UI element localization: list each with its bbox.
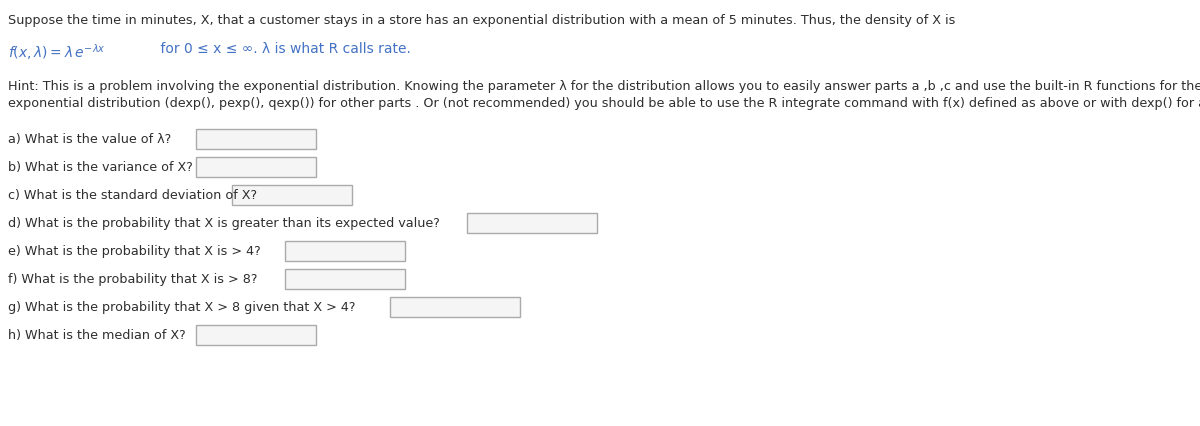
FancyBboxPatch shape: [196, 158, 316, 178]
Text: Hint: This is a problem involving the exponential distribution. Knowing the para: Hint: This is a problem involving the ex…: [8, 80, 1200, 93]
Text: Suppose the time in minutes, X, that a customer stays in a store has an exponent: Suppose the time in minutes, X, that a c…: [8, 14, 955, 27]
Text: d) What is the probability that X is greater than its expected value?: d) What is the probability that X is gre…: [8, 217, 440, 230]
FancyBboxPatch shape: [390, 297, 520, 317]
FancyBboxPatch shape: [232, 186, 352, 205]
Text: exponential distribution (dexp(), pexp(), qexp()) for other parts . Or (not reco: exponential distribution (dexp(), pexp()…: [8, 97, 1200, 110]
FancyBboxPatch shape: [196, 325, 316, 345]
Text: e) What is the probability that X is > 4?: e) What is the probability that X is > 4…: [8, 245, 260, 258]
Text: for 0 ≤ x ≤ ∞. λ is what R calls rate.: for 0 ≤ x ≤ ∞. λ is what R calls rate.: [156, 42, 410, 56]
Text: a) What is the value of λ?: a) What is the value of λ?: [8, 133, 172, 146]
FancyBboxPatch shape: [286, 269, 406, 289]
Text: c) What is the standard deviation of X?: c) What is the standard deviation of X?: [8, 189, 257, 202]
Text: f) What is the probability that X is > 8?: f) What is the probability that X is > 8…: [8, 273, 258, 286]
FancyBboxPatch shape: [286, 242, 406, 262]
Text: b) What is the variance of X?: b) What is the variance of X?: [8, 161, 193, 174]
FancyBboxPatch shape: [467, 213, 598, 233]
Text: g) What is the probability that X > 8 given that X > 4?: g) What is the probability that X > 8 gi…: [8, 301, 355, 314]
Text: $f(x,\lambda) = \lambda \, e^{-\lambda x}$: $f(x,\lambda) = \lambda \, e^{-\lambda x…: [8, 42, 106, 62]
Text: h) What is the median of X?: h) What is the median of X?: [8, 329, 186, 342]
FancyBboxPatch shape: [196, 130, 316, 150]
